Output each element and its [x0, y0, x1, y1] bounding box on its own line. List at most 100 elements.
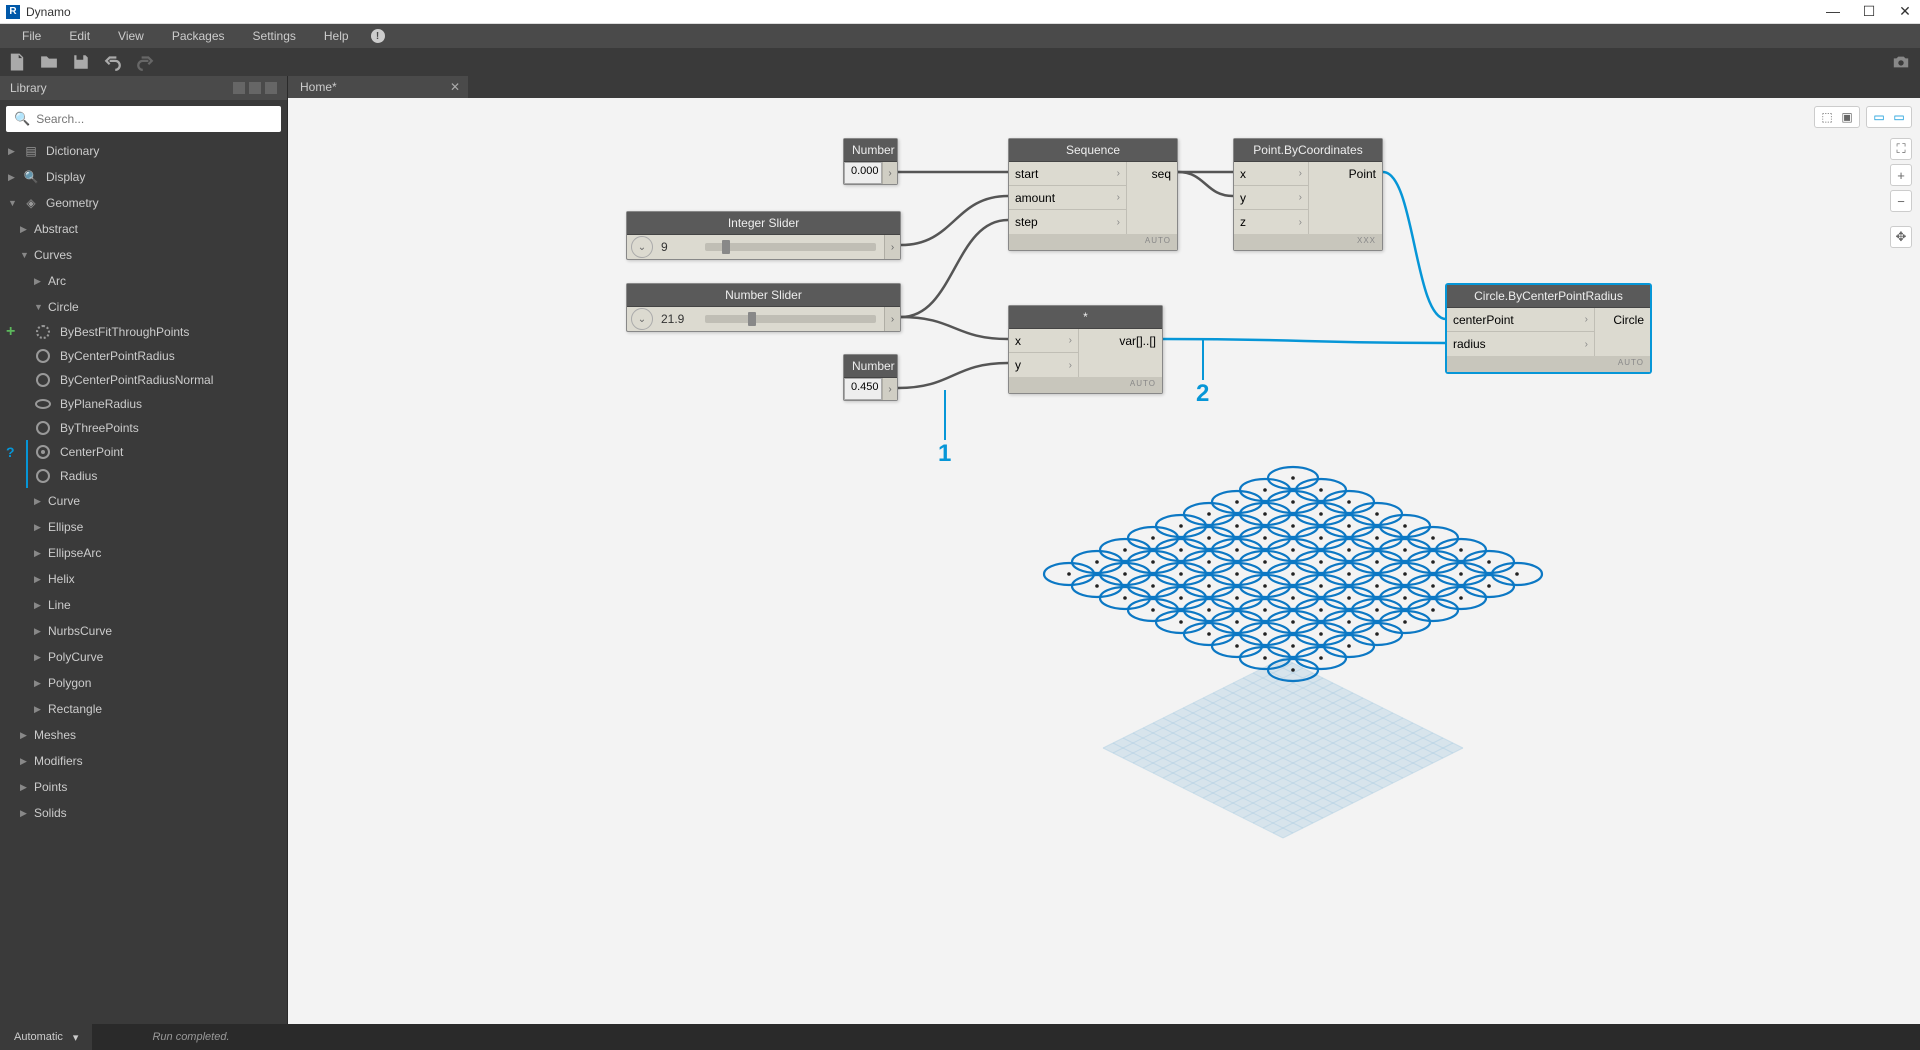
lib-rectangle[interactable]: ▶Rectangle — [0, 696, 287, 722]
input-port-z[interactable]: z› — [1234, 210, 1308, 234]
library-view-toggle[interactable] — [233, 82, 277, 94]
output-port-point[interactable]: Point — [1309, 162, 1382, 186]
lib-circle-bycenterradius[interactable]: ByCenterPointRadius — [0, 344, 287, 368]
lib-solids[interactable]: ▶Solids — [0, 800, 287, 826]
3d-view-icon[interactable]: ▭ — [1891, 109, 1907, 125]
lib-polygon[interactable]: ▶Polygon — [0, 670, 287, 696]
workspace-tab[interactable]: Home* ✕ — [288, 76, 468, 98]
slider-track[interactable] — [705, 243, 876, 251]
lib-circle-bybestfit[interactable]: +ByBestFitThroughPoints — [0, 320, 287, 344]
menu-settings[interactable]: Settings — [239, 25, 310, 47]
graph-view-icon[interactable]: ▭ — [1871, 109, 1887, 125]
lib-circle-centerpoint[interactable]: ?CenterPoint — [0, 440, 287, 464]
input-port-x[interactable]: x› — [1234, 162, 1308, 186]
zoom-out-button[interactable]: − — [1890, 190, 1912, 212]
node-title: Number Slider — [627, 284, 900, 307]
zoom-in-button[interactable]: + — [1890, 164, 1912, 186]
lib-ellipsearc[interactable]: ▶EllipseArc — [0, 540, 287, 566]
lib-line[interactable]: ▶Line — [0, 592, 287, 618]
output-port[interactable]: › — [882, 378, 897, 400]
lib-polycurve[interactable]: ▶PolyCurve — [0, 644, 287, 670]
input-port-y[interactable]: y› — [1234, 186, 1308, 210]
lib-circle-radius[interactable]: Radius — [0, 464, 287, 488]
menu-edit[interactable]: Edit — [55, 25, 104, 47]
lib-circle[interactable]: ▼Circle — [0, 294, 287, 320]
lib-points[interactable]: ▶Points — [0, 774, 287, 800]
output-port[interactable]: › — [882, 162, 897, 184]
input-port-step[interactable]: step› — [1009, 210, 1126, 234]
menu-view[interactable]: View — [104, 25, 158, 47]
search-input[interactable] — [36, 112, 273, 126]
minimize-button[interactable]: — — [1824, 3, 1842, 20]
lib-geometry[interactable]: ▼◈Geometry — [0, 190, 287, 216]
output-port-seq[interactable]: seq — [1127, 162, 1177, 186]
box-icon[interactable]: ▣ — [1839, 109, 1855, 125]
node-integer-slider[interactable]: Integer Slider ⌄ 9 › — [626, 211, 901, 260]
input-port-amount[interactable]: amount› — [1009, 186, 1126, 210]
save-icon[interactable] — [72, 53, 90, 71]
lib-dictionary[interactable]: ▶▤Dictionary — [0, 138, 287, 164]
canvas[interactable]: Number 0.000 › Integer Slider ⌄ 9 › Numb… — [288, 98, 1920, 1024]
close-button[interactable]: ✕ — [1896, 3, 1914, 20]
node-value[interactable]: 0.450 — [844, 378, 882, 400]
lib-abstract[interactable]: ▶Abstract — [0, 216, 287, 242]
lib-circle-bythreepoints[interactable]: ByThreePoints — [0, 416, 287, 440]
node-number-slider[interactable]: Number Slider ⌄ 21.9 › — [626, 283, 901, 332]
input-port-y[interactable]: y› — [1009, 353, 1078, 377]
lib-nurbscurve[interactable]: ▶NurbsCurve — [0, 618, 287, 644]
pan-button[interactable]: ✥ — [1890, 226, 1912, 248]
redo-icon[interactable] — [136, 53, 154, 71]
input-port-radius[interactable]: radius› — [1447, 332, 1594, 356]
lib-circle-bycenterradiusnormal[interactable]: ByCenterPointRadiusNormal — [0, 368, 287, 392]
screenshot-icon[interactable] — [1892, 53, 1910, 71]
lib-ellipse[interactable]: ▶Ellipse — [0, 514, 287, 540]
nav-cube-group[interactable]: ⬚▣ — [1814, 106, 1860, 128]
node-point[interactable]: Point.ByCoordinates x› y› z› Point XXX — [1233, 138, 1383, 251]
cube-icon[interactable]: ⬚ — [1819, 109, 1835, 125]
input-port-x[interactable]: x› — [1009, 329, 1078, 353]
output-port-var[interactable]: var[]..[] — [1079, 329, 1162, 353]
expand-icon[interactable]: ⌄ — [631, 308, 653, 330]
help-icon[interactable]: ? — [6, 444, 15, 460]
lib-curves[interactable]: ▼Curves — [0, 242, 287, 268]
app-icon: R — [6, 5, 20, 19]
lib-display[interactable]: ▶🔍Display — [0, 164, 287, 190]
run-mode-dropdown[interactable]: Automatic ▾ — [0, 1024, 92, 1050]
output-port[interactable]: › — [884, 307, 900, 331]
lib-modifiers[interactable]: ▶Modifiers — [0, 748, 287, 774]
open-file-icon[interactable] — [40, 53, 58, 71]
output-port-circle[interactable]: Circle — [1595, 308, 1650, 332]
view-mode-group[interactable]: ▭▭ — [1866, 106, 1912, 128]
lib-helix[interactable]: ▶Helix — [0, 566, 287, 592]
node-circle[interactable]: Circle.ByCenterPointRadius centerPoint› … — [1446, 284, 1651, 373]
info-icon[interactable]: ! — [371, 29, 385, 43]
lib-curve[interactable]: ▶Curve — [0, 488, 287, 514]
node-number-1[interactable]: Number 0.000 › — [843, 138, 898, 185]
node-footer: AUTO — [1009, 234, 1177, 250]
node-number-2[interactable]: Number 0.450 › — [843, 354, 898, 401]
input-port-start[interactable]: start› — [1009, 162, 1126, 186]
annotation-line-2 — [1202, 340, 1204, 380]
output-port[interactable]: › — [884, 235, 900, 259]
node-multiply[interactable]: * x› y› var[]..[] AUTO — [1008, 305, 1163, 394]
new-file-icon[interactable] — [8, 53, 26, 71]
fit-view-button[interactable]: ⛶ — [1890, 138, 1912, 160]
node-value[interactable]: 0.000 — [844, 162, 882, 184]
library-header: Library — [0, 76, 287, 100]
lib-circle-byplaneradius[interactable]: ByPlaneRadius — [0, 392, 287, 416]
input-port-centerpoint[interactable]: centerPoint› — [1447, 308, 1594, 332]
maximize-button[interactable]: ☐ — [1860, 3, 1878, 20]
expand-icon[interactable]: ⌄ — [631, 236, 653, 258]
tab-close-icon[interactable]: ✕ — [450, 80, 460, 94]
slider-track[interactable] — [705, 315, 876, 323]
menu-file[interactable]: File — [8, 25, 55, 47]
menu-packages[interactable]: Packages — [158, 25, 239, 47]
menu-help[interactable]: Help — [310, 25, 363, 47]
lib-arc[interactable]: ▶Arc — [0, 268, 287, 294]
library-search[interactable]: 🔍 — [6, 106, 281, 132]
undo-icon[interactable] — [104, 53, 122, 71]
geometry-preview — [938, 438, 1638, 938]
add-icon[interactable]: + — [6, 323, 15, 341]
node-sequence[interactable]: Sequence start› amount› step› seq AUTO — [1008, 138, 1178, 251]
lib-meshes[interactable]: ▶Meshes — [0, 722, 287, 748]
